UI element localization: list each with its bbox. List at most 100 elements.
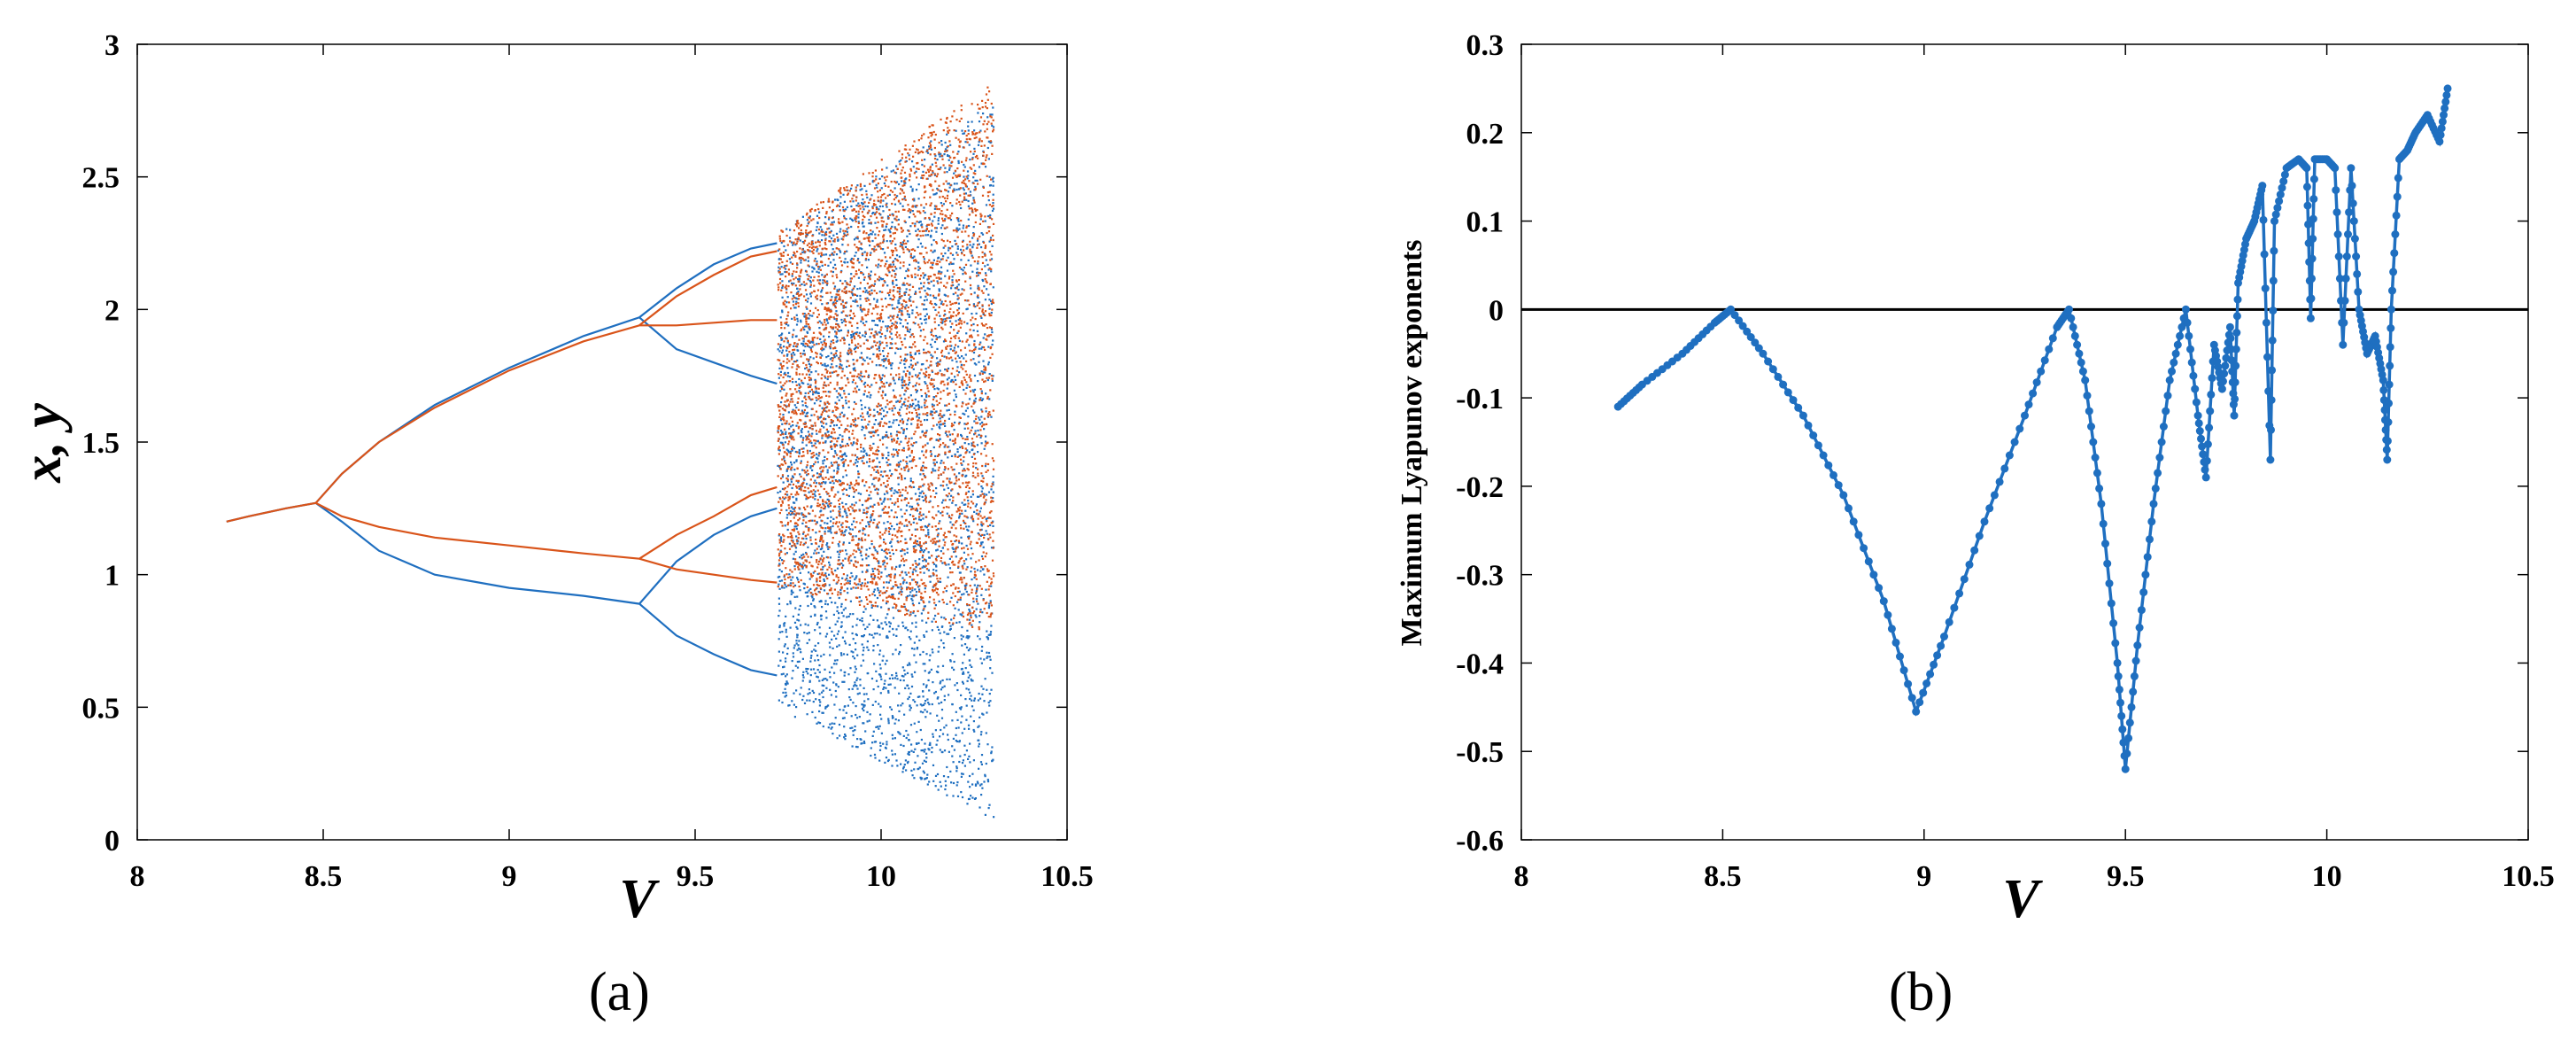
chaos-point: [992, 128, 995, 131]
chaos-point: [876, 524, 878, 527]
chaos-point: [924, 605, 926, 608]
chaos-point: [881, 436, 885, 439]
chaos-point: [876, 465, 878, 468]
chaos-point: [894, 210, 897, 213]
chaos-point: [881, 627, 884, 630]
chaos-point: [924, 399, 926, 401]
chaos-point: [948, 155, 951, 158]
chaos-point: [943, 749, 947, 752]
chaos-point: [927, 277, 931, 280]
chaos-point: [986, 636, 988, 639]
chaos-point: [822, 566, 824, 569]
chaos-point: [942, 552, 945, 555]
chaos-point: [931, 133, 933, 136]
chaos-point: [861, 429, 863, 431]
chaos-point: [965, 718, 968, 721]
chaos-point: [882, 687, 885, 690]
chaos-point: [956, 245, 959, 248]
chaos-point: [863, 251, 866, 253]
chaos-point: [881, 508, 884, 511]
chaos-point: [937, 532, 940, 535]
chaos-point: [875, 670, 878, 672]
chaos-point: [861, 418, 863, 421]
chaos-point: [854, 346, 857, 350]
chaos-point: [887, 451, 890, 454]
chaos-point: [986, 116, 989, 119]
chaos-point: [791, 420, 793, 423]
chaos-point: [980, 415, 983, 418]
chaos-point: [953, 172, 955, 175]
chaos-point: [892, 737, 894, 740]
chaos-point: [951, 488, 954, 491]
chaos-point: [783, 535, 785, 538]
chaos-point: [878, 703, 880, 705]
chaos-point: [928, 556, 931, 559]
chaos-point: [824, 602, 827, 605]
chaos-point: [951, 719, 954, 722]
chaos-point: [940, 302, 942, 305]
chaos-point: [861, 412, 863, 415]
chaos-point: [970, 264, 972, 267]
chaos-point: [803, 329, 806, 331]
chaos-point: [922, 560, 924, 563]
chaos-point: [780, 323, 783, 326]
chaos-point: [963, 643, 967, 646]
chaos-point: [855, 633, 858, 637]
chaos-point: [976, 330, 979, 332]
chaos-point: [866, 646, 869, 648]
chaos-point: [972, 358, 975, 361]
chaos-point: [940, 556, 943, 559]
chaos-point: [920, 282, 923, 284]
chaos-point: [938, 628, 940, 631]
chaos-point: [816, 214, 819, 217]
chaos-point: [917, 768, 919, 771]
chaos-point: [877, 470, 879, 472]
chaos-point: [905, 375, 908, 377]
chaos-point: [931, 746, 933, 749]
chaos-point: [809, 656, 812, 659]
chaos-point: [976, 268, 979, 270]
chaos-point: [961, 355, 963, 358]
chaos-point: [874, 304, 877, 307]
chaos-point: [934, 604, 937, 607]
chaos-point: [956, 229, 959, 231]
chaos-point: [930, 668, 932, 671]
chaos-point: [832, 371, 834, 374]
chaos-point: [907, 210, 909, 213]
chaos-point: [950, 425, 954, 428]
chaos-point: [911, 222, 914, 225]
chaos-point: [832, 409, 834, 412]
chaos-point: [847, 615, 850, 617]
chaos-point: [977, 635, 979, 638]
chaos-point: [986, 483, 988, 485]
chaos-point: [911, 309, 914, 312]
chaos-point: [957, 726, 960, 729]
chaos-point: [955, 710, 957, 713]
chaos-point: [819, 547, 822, 551]
chaos-point: [829, 520, 832, 523]
chaos-point: [865, 548, 868, 551]
chaos-point: [944, 318, 947, 321]
chaos-point: [823, 579, 825, 582]
chaos-point: [864, 608, 867, 610]
chaos-point: [780, 673, 783, 676]
chaos-point: [833, 356, 836, 359]
chaos-point: [952, 761, 955, 764]
chaos-point: [878, 749, 882, 751]
chaos-point: [903, 393, 906, 396]
chaos-point: [946, 171, 948, 174]
chaos-point: [817, 268, 820, 270]
chaos-point: [940, 728, 942, 732]
chaos-point: [983, 573, 986, 576]
chaos-point: [885, 617, 887, 619]
chaos-point: [883, 358, 886, 361]
chaos-point: [802, 423, 805, 425]
chaos-point: [946, 434, 948, 437]
chaos-point: [940, 144, 943, 146]
chaos-point: [870, 677, 874, 680]
chaos-point: [822, 422, 825, 424]
chaos-point: [917, 419, 920, 422]
chaos-point: [781, 631, 784, 633]
chaos-point: [821, 684, 824, 687]
chaos-point: [816, 453, 818, 455]
